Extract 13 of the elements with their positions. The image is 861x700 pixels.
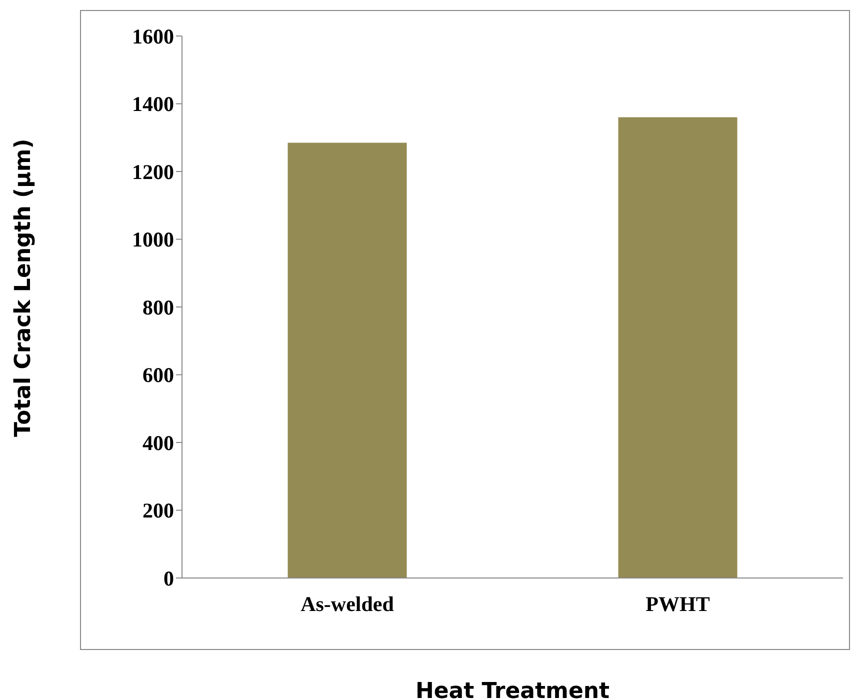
x-tick-label: As-welded: [300, 592, 394, 616]
y-tick-label: 1400: [132, 92, 174, 116]
y-tick-label: 0: [164, 566, 174, 590]
x-axis-title: Heat Treatment: [415, 679, 610, 700]
y-tick-label: 1200: [132, 160, 174, 184]
x-tick-label: PWHT: [646, 592, 710, 616]
y-tick-label: 1000: [132, 228, 174, 252]
y-tick-label: 600: [142, 363, 174, 388]
y-axis-title: Total Crack Length (µm): [10, 138, 36, 437]
y-tick-label: 200: [142, 498, 174, 523]
y-tick-label: 800: [142, 295, 174, 320]
y-tick-label: 1600: [132, 24, 174, 48]
y-tick-label: 400: [142, 430, 174, 455]
